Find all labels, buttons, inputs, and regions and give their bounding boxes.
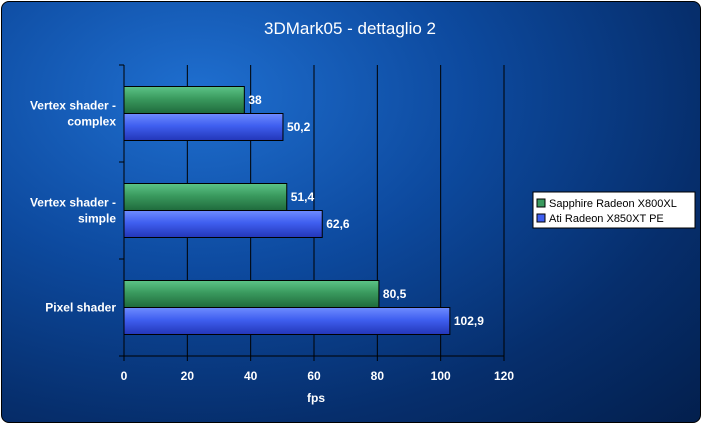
category-label: complex <box>67 115 116 129</box>
chart-title: 3DMark05 - dettaglio 2 <box>264 19 436 38</box>
x-axis-title: fps <box>307 391 325 405</box>
category-label: Vertex shader - <box>30 196 116 210</box>
bar <box>123 113 284 141</box>
plot-area: 0 20 40 60 80 100 120 38 50,2 Vertex shader - comp… <box>30 64 514 383</box>
x-tick-label: 40 <box>244 369 258 383</box>
data-label: 51,4 <box>291 190 315 204</box>
data-label: 62,6 <box>326 217 350 231</box>
x-tick-label: 60 <box>307 369 321 383</box>
data-label: 38 <box>248 93 262 107</box>
bar <box>123 210 323 238</box>
bar <box>123 307 451 335</box>
legend-swatch <box>536 198 546 208</box>
data-label: 80,5 <box>383 287 407 301</box>
category-label: Vertex shader - <box>30 99 116 113</box>
bar <box>123 86 245 114</box>
category-label: simple <box>78 212 116 226</box>
legend-box <box>532 191 696 229</box>
x-tick-label: 0 <box>121 369 128 383</box>
legend-swatch <box>536 213 546 223</box>
x-tick-label: 100 <box>431 369 451 383</box>
x-tick-label: 20 <box>181 369 195 383</box>
bar <box>123 183 288 211</box>
x-tick-label: 80 <box>371 369 385 383</box>
bar <box>123 280 380 308</box>
legend-entry: Ati Radeon X850XT PE <box>549 213 664 225</box>
legend-entry: Sapphire Radeon X800XL <box>549 198 677 210</box>
category-label: Pixel shader <box>45 301 116 315</box>
x-tick-label: 120 <box>494 369 514 383</box>
legend: Sapphire Radeon X800XL Ati Radeon X850XT … <box>532 191 696 229</box>
data-label: 102,9 <box>454 314 484 328</box>
data-label: 50,2 <box>287 120 311 134</box>
